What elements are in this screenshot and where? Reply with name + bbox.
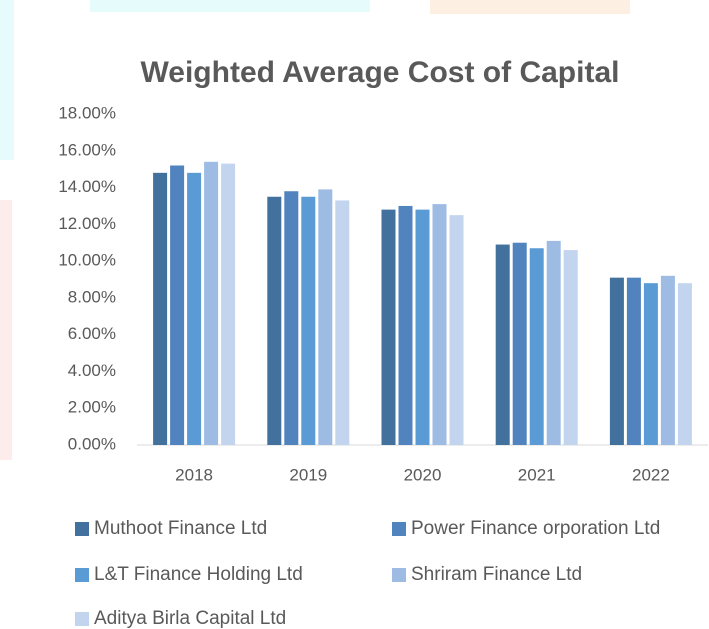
bar xyxy=(449,215,464,445)
y-tick-label: 4.00% xyxy=(68,361,116,380)
y-tick-label: 6.00% xyxy=(68,324,116,343)
background-decoration xyxy=(430,0,630,14)
y-tick-label: 2.00% xyxy=(68,398,116,417)
bar xyxy=(495,244,510,445)
bar xyxy=(432,204,447,445)
bar xyxy=(546,240,561,445)
bar xyxy=(643,283,658,445)
bar xyxy=(221,163,236,445)
legend-swatch xyxy=(75,568,89,582)
bar xyxy=(626,277,641,445)
bar xyxy=(415,209,430,445)
bar xyxy=(170,165,185,445)
y-tick-label: 12.00% xyxy=(58,214,116,233)
bar xyxy=(398,205,413,445)
bar xyxy=(204,161,219,446)
legend-label: L&T Finance Holding Ltd xyxy=(94,564,303,585)
x-tick-label: 2018 xyxy=(175,465,213,484)
legend-swatch xyxy=(75,522,89,536)
y-tick-label: 14.00% xyxy=(58,177,116,196)
bar xyxy=(677,283,692,445)
background-decoration xyxy=(0,0,14,160)
legend-label: Muthoot Finance Ltd xyxy=(94,518,267,539)
x-tick-label: 2019 xyxy=(289,465,327,484)
bar xyxy=(187,172,202,445)
background-decoration xyxy=(90,0,370,12)
x-tick-label: 2020 xyxy=(404,465,442,484)
y-tick-label: 8.00% xyxy=(68,287,116,306)
legend-swatch xyxy=(392,568,406,582)
legend-label: Aditya Birla Capital Ltd xyxy=(94,608,286,629)
bar xyxy=(284,191,299,445)
y-tick-label: 16.00% xyxy=(58,140,116,159)
bar xyxy=(512,242,527,445)
bar xyxy=(153,172,168,445)
legend-swatch xyxy=(75,612,89,626)
y-tick-label: 10.00% xyxy=(58,251,116,270)
chart-title: Weighted Average Cost of Capital xyxy=(141,56,620,89)
bar xyxy=(563,250,578,445)
y-tick-label: 18.00% xyxy=(58,103,116,122)
bar xyxy=(529,248,544,445)
legend-label: Power Finance orporation Ltd xyxy=(411,518,660,539)
x-tick-label: 2021 xyxy=(518,465,556,484)
bar xyxy=(381,209,396,445)
y-tick-label: 0.00% xyxy=(68,434,116,453)
bar xyxy=(609,277,624,445)
x-tick-label: 2022 xyxy=(632,465,670,484)
bar xyxy=(335,200,350,445)
background-decoration xyxy=(0,200,12,460)
legend-swatch xyxy=(392,522,406,536)
bar xyxy=(301,196,316,445)
bar xyxy=(267,196,282,445)
legend-label: Shriram Finance Ltd xyxy=(411,564,582,585)
bar xyxy=(318,189,333,445)
bar xyxy=(660,275,675,445)
